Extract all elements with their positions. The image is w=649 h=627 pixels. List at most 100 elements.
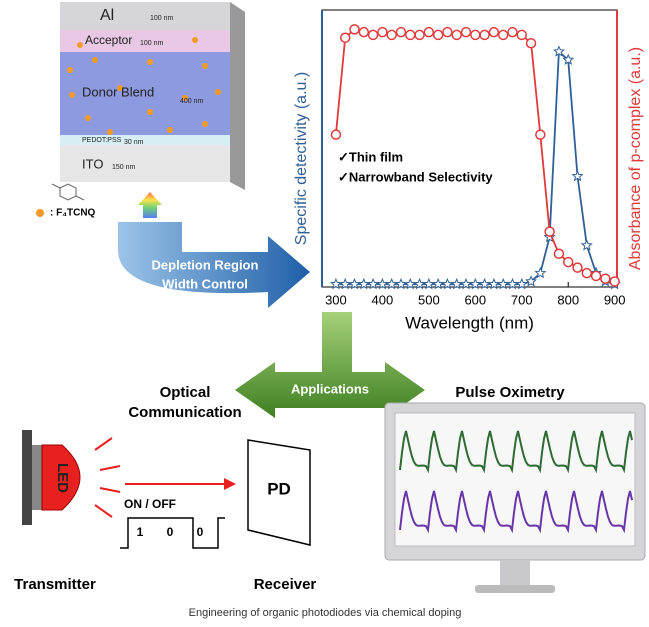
- y-axis-label: Specific detectivity (a.u.): [293, 72, 310, 245]
- caption: Engineering of organic photodiodes via c…: [189, 607, 462, 619]
- light-arrow: [138, 192, 162, 218]
- data-point: [330, 129, 342, 140]
- bits: 1 0 0: [137, 525, 204, 539]
- data-point: [515, 277, 528, 290]
- onoff-label: ON / OFF: [124, 497, 176, 511]
- section-title: Pulse Oximetry: [455, 384, 565, 401]
- layer-thickness: 150 nm: [112, 164, 136, 171]
- dopant-dot: [67, 67, 73, 73]
- dopant-dot: [182, 95, 188, 101]
- data-point: [609, 276, 620, 287]
- data-point: [460, 277, 473, 290]
- applications-label: Applications: [291, 381, 369, 396]
- dopant-dot: [202, 121, 208, 127]
- x-axis-label: Wavelength (nm): [405, 313, 534, 332]
- data-point: [451, 29, 462, 41]
- device-stack: [60, 2, 245, 190]
- molecule-icon: [36, 183, 85, 217]
- data-point: [562, 53, 575, 65]
- data-point: [432, 29, 444, 41]
- pd-label: PD: [267, 479, 291, 498]
- data-point: [553, 248, 565, 260]
- data-point: [386, 29, 397, 41]
- data-point: [544, 226, 555, 237]
- section-title: Communication: [128, 404, 241, 421]
- data-point: [571, 169, 584, 182]
- data-point: [441, 277, 454, 290]
- dopant-dot: [92, 57, 98, 63]
- data-point: [414, 29, 425, 41]
- arrow-label: Depletion Region: [152, 257, 259, 272]
- transmitter-label: Transmitter: [14, 576, 96, 593]
- x-tick-label: 300: [325, 292, 347, 307]
- dopant-dot: [147, 109, 153, 115]
- data-point: [367, 29, 379, 41]
- x-tick-label: 800: [557, 292, 579, 307]
- data-point: [358, 26, 370, 38]
- dopant-dot: [117, 85, 123, 91]
- dopant-dot: [69, 92, 75, 98]
- led-icon: [22, 430, 236, 525]
- applications-arrow: [235, 312, 425, 418]
- receiver-label: Receiver: [254, 576, 317, 593]
- data-point: [479, 29, 490, 41]
- data-point: [562, 256, 574, 268]
- annotation: ✓Thin film: [338, 149, 403, 164]
- layer-name: ITO: [82, 156, 103, 171]
- bit-label: 0: [167, 525, 174, 539]
- data-point: [487, 277, 500, 290]
- data-point: [580, 239, 593, 251]
- data-point: [525, 37, 537, 49]
- x-tick-label: 500: [418, 292, 440, 307]
- data-point: [450, 277, 463, 290]
- data-point: [329, 277, 342, 290]
- data-point: [552, 45, 565, 57]
- dopant-dot: [147, 59, 153, 65]
- dopant-dot: [107, 129, 113, 135]
- x-tick-label: 600: [464, 292, 486, 307]
- pd-icon: [247, 439, 311, 546]
- layer-name: PEDOT:PSS: [82, 137, 122, 144]
- data-point: [377, 26, 388, 38]
- chart: 300 400 500 600 700 800 900 Wavelength (nm) Spec…: [293, 9, 644, 332]
- section-title: Optical: [160, 384, 211, 401]
- data-point: [572, 262, 583, 273]
- data-point: [395, 26, 407, 38]
- data-point: [422, 277, 435, 290]
- layer-name: Al: [100, 7, 114, 24]
- bit-label: 0: [197, 525, 204, 539]
- dopant-dot: [77, 42, 83, 48]
- data-point: [507, 26, 518, 38]
- pulse-wave: [399, 490, 633, 534]
- data-point: [534, 266, 547, 279]
- data-point: [404, 277, 417, 290]
- depletion-arrow: [118, 222, 310, 308]
- x-tick-label: 700: [511, 292, 533, 307]
- data-point: [516, 29, 528, 41]
- y2-axis-label: Absorbance of p-complex (a.u.): [627, 47, 644, 270]
- dopant-dot: [215, 89, 221, 95]
- layer-name: Donor Blend: [82, 84, 154, 99]
- data-point: [432, 277, 445, 290]
- data-point: [405, 29, 416, 41]
- data-point: [460, 26, 472, 38]
- data-point: [423, 26, 435, 38]
- dopant-dot: [167, 127, 173, 133]
- data-point: [339, 277, 352, 290]
- pulse-wave: [399, 430, 633, 474]
- data-point: [394, 277, 407, 290]
- data-point: [506, 277, 519, 290]
- data-point: [600, 273, 611, 284]
- data-point: [442, 26, 453, 38]
- layer-thickness: 100 nm: [150, 15, 174, 22]
- dopant-dot: [192, 37, 198, 43]
- data-point: [488, 26, 500, 38]
- data-point: [339, 32, 351, 43]
- bit-label: 1: [137, 525, 144, 539]
- x-tick-label: 900: [604, 292, 626, 307]
- data-point: [497, 29, 509, 41]
- data-point: [385, 277, 398, 290]
- annotation: ✓Narrowband Selectivity: [338, 169, 493, 184]
- arrow-label: Width Control: [162, 276, 248, 291]
